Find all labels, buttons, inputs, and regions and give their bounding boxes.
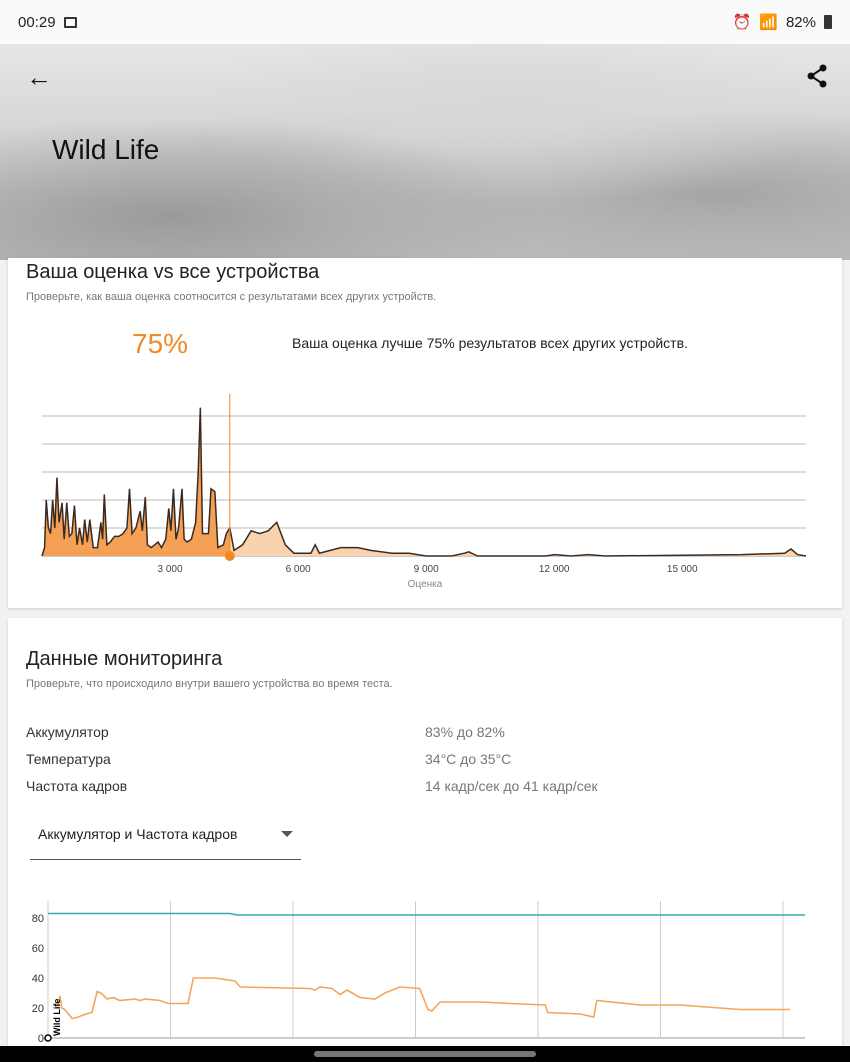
monitor-row-battery: Аккумулятор 83% до 82% [26,718,826,745]
monitoring-chart: 0 20 40 60 80 Wild Life [32,901,805,1045]
area-above-score [229,522,806,556]
y-tick-label: 40 [32,973,44,985]
alarm-icon: ⏰ [732,14,752,31]
chart-series-dropdown[interactable]: Аккумулятор и Частота кадров [30,814,301,860]
monitor-row-temperature: Температура 34°C до 35°C [26,745,826,772]
x-tick-label: 3 000 [158,564,183,575]
section-subtitle: Проверьте, что происходило внутри вашего… [26,678,393,690]
score-comparison-card: Ваша оценка vs все устройства Проверьте,… [8,258,842,608]
battery-percent: 82% [785,13,816,31]
home-gesture-handle[interactable] [314,1051,536,1057]
row-value: 34°C до 35°C [425,750,512,767]
wifi-icon: 📶 [759,14,778,31]
status-time: 00:29 [18,13,56,31]
header-banner: ← Wild Life [0,44,850,260]
row-value: 83% до 82% [425,723,505,740]
section-title: Ваша оценка vs все устройства [26,261,320,283]
percentile-statement: Ваша оценка лучше 75% результатов всех д… [292,335,688,351]
y-tick-label: 20 [32,1003,44,1015]
section-subtitle: Проверьте, как ваша оценка соотносится с… [26,291,437,303]
x-axis-label: Оценка [408,579,443,590]
row-label: Частота кадров [26,777,128,794]
row-label: Температура [26,750,111,767]
x-tick-label: 15 000 [667,564,698,575]
page-title: Wild Life [52,134,160,165]
x-tick-label: 12 000 [539,564,570,575]
back-arrow-icon[interactable]: ← [26,62,52,92]
status-bar: 00:29 ⏰ 📶 82% [0,0,850,44]
navigation-bar [0,1046,850,1062]
distribution-line [41,407,807,557]
y-tick-label: 60 [32,943,44,955]
share-icon[interactable] [806,64,828,88]
dropdown-arrow-icon [281,831,293,837]
percentile-value: 75% [132,328,189,359]
monitor-row-framerate: Частота кадров 14 кадр/сек до 41 кадр/сек [26,772,826,799]
fps-line [56,977,790,1020]
row-value: 14 кадр/сек до 41 кадр/сек [425,777,598,794]
y-tick-label: 0 [38,1033,44,1045]
test-start-marker [44,1034,52,1042]
battery-icon [824,15,832,29]
battery-line [48,912,805,916]
monitoring-card: Данные мониторинга Проверьте, что происх… [8,618,842,1048]
dropdown-value: Аккумулятор и Частота кадров [38,826,238,842]
row-label: Аккумулятор [26,723,109,740]
x-tick-label: 9 000 [414,564,439,575]
your-score-dot [224,551,235,561]
score-distribution-chart: Оценка 3 000 6 000 9 000 12 000 15 000 [41,394,807,590]
gallery-notification-icon [63,16,77,28]
section-title: Данные мониторинга [26,648,223,670]
test-name-annotation: Wild Life [52,999,62,1036]
x-tick-label: 6 000 [286,564,311,575]
y-tick-label: 80 [32,913,44,925]
